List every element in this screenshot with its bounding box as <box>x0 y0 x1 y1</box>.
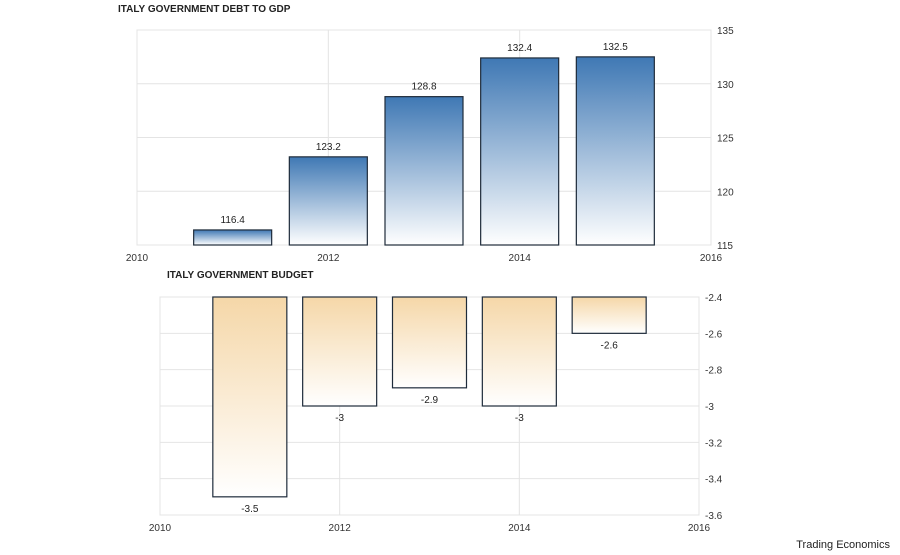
debt-bar <box>288 156 368 246</box>
budget-x-tick-label: 2010 <box>149 523 172 534</box>
government-budget-chart: ITALY GOVERNMENT BUDGET -2.4 -2.6 -2.8 -3 -3… <box>149 270 723 534</box>
source-credit: Trading Economics <box>796 539 890 551</box>
debt-y-tick-label: 120 <box>717 187 734 198</box>
budget-data-label: -3 <box>515 413 524 424</box>
budget-data-label: -3 <box>335 413 344 424</box>
debt-data-label: 128.8 <box>411 82 436 93</box>
debt-bar <box>575 56 655 246</box>
budget-x-tick-label: 2012 <box>329 523 352 534</box>
budget-y-tick-label: -2.6 <box>705 329 723 340</box>
debt-x-tick-label: 2014 <box>509 253 532 264</box>
budget-x-tick-label: 2016 <box>688 523 711 534</box>
debt-x-tick-label: 2016 <box>700 253 723 264</box>
debt-to-gdp-chart: ITALY GOVERNMENT DEBT TO GDP 115 120 125 13… <box>118 4 734 264</box>
budget-y-tick-label: -3.2 <box>705 438 723 449</box>
budget-data-label: -2.6 <box>601 340 619 351</box>
debt-x-tick-label: 2010 <box>126 253 149 264</box>
debt-data-label: 132.4 <box>507 43 532 54</box>
budget-bar <box>302 296 378 407</box>
debt-data-label: 123.2 <box>316 142 341 153</box>
budget-y-tick-label: -3.6 <box>705 511 723 522</box>
debt-y-tick-label: 130 <box>717 80 734 91</box>
budget-chart-title: ITALY GOVERNMENT BUDGET <box>167 270 314 281</box>
debt-y-tick-label: 135 <box>717 26 734 37</box>
budget-data-label: -2.9 <box>421 395 439 406</box>
budget-y-tick-label: -3 <box>705 402 714 413</box>
debt-bar <box>193 229 273 246</box>
debt-y-tick-label: 115 <box>717 241 733 252</box>
budget-bar <box>571 296 647 334</box>
debt-x-tick-label: 2012 <box>317 253 340 264</box>
budget-y-tick-label: -3.4 <box>705 475 723 486</box>
budget-y-tick-label: -2.8 <box>705 366 723 377</box>
budget-y-tick-label: -2.4 <box>705 293 723 304</box>
budget-bar <box>212 296 288 498</box>
debt-chart-title: ITALY GOVERNMENT DEBT TO GDP <box>118 4 291 15</box>
budget-data-label: -3.5 <box>241 504 259 515</box>
debt-y-tick-label: 125 <box>717 134 734 145</box>
debt-data-label: 132.5 <box>603 42 628 53</box>
budget-bar <box>391 296 468 389</box>
debt-data-label: 116.4 <box>221 215 246 226</box>
budget-x-tick-label: 2014 <box>508 523 531 534</box>
debt-bar <box>480 57 560 246</box>
debt-bar <box>384 96 464 246</box>
budget-bar <box>481 296 557 407</box>
